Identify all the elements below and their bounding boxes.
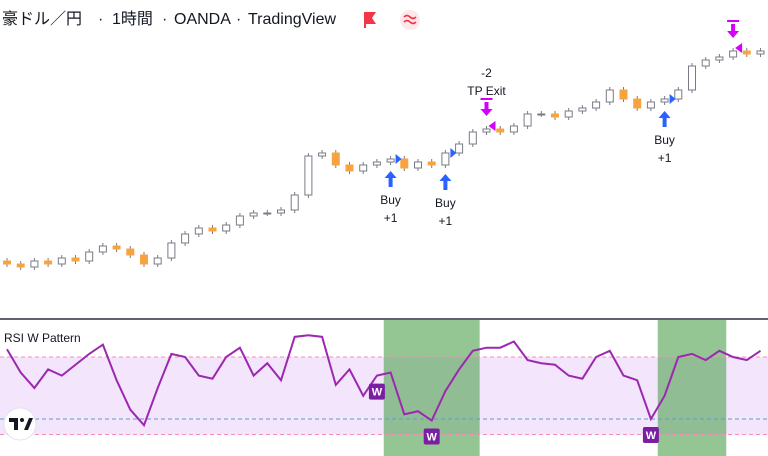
annotation-text: +1 xyxy=(384,211,398,225)
candle-body xyxy=(646,101,655,109)
candle-body xyxy=(318,152,327,157)
interval: 1時間 xyxy=(112,10,153,28)
candle-body xyxy=(551,113,559,118)
candle-body xyxy=(509,125,518,133)
annotation-text: Buy xyxy=(380,193,401,207)
candle-body xyxy=(30,260,39,268)
candle-body xyxy=(85,251,94,262)
candle-body xyxy=(372,161,381,166)
w-marker xyxy=(423,428,440,445)
candle-body xyxy=(468,131,477,145)
candle-body xyxy=(140,254,148,265)
exit-flag xyxy=(488,121,496,131)
candle-body xyxy=(674,89,683,100)
candle-body xyxy=(386,158,395,163)
candle-body xyxy=(688,65,696,91)
candle-body xyxy=(290,194,299,211)
candle-body xyxy=(71,257,80,262)
exit-arrow xyxy=(727,20,740,38)
candle-body xyxy=(16,263,25,268)
candle-body xyxy=(3,260,11,265)
separator: · xyxy=(162,11,167,28)
entry-flag xyxy=(395,154,402,164)
candle-body xyxy=(605,89,614,103)
tv-logo xyxy=(3,407,37,441)
buy-arrow xyxy=(439,174,452,190)
w-marker-label: W xyxy=(427,431,438,443)
buy-arrow xyxy=(384,171,397,187)
candle-body xyxy=(208,227,217,232)
candle-body xyxy=(592,101,601,109)
candle-body xyxy=(98,245,107,253)
annotation-text: TP Exit xyxy=(467,84,506,98)
candle-body xyxy=(249,212,258,217)
candle-body xyxy=(222,224,231,232)
candle-body xyxy=(701,59,710,67)
candle-body xyxy=(619,89,628,100)
exit-flag xyxy=(735,43,743,53)
candle-body xyxy=(660,98,669,103)
flag-icon[interactable] xyxy=(364,12,376,28)
buy-arrow xyxy=(658,111,671,127)
candle-body xyxy=(112,245,121,250)
rsi-line xyxy=(6,334,762,428)
candle-body xyxy=(482,128,491,133)
candle-body xyxy=(194,227,203,235)
indicator-pane: W W W xyxy=(0,320,768,456)
candle-body xyxy=(756,50,765,55)
platform: TradingView xyxy=(248,11,336,28)
entry-flag xyxy=(450,148,457,158)
candle-body xyxy=(235,215,244,226)
symbol: 豪ドル／円 xyxy=(2,9,82,28)
candle-body xyxy=(427,161,436,166)
candle-body xyxy=(633,98,642,109)
candle-body xyxy=(331,152,340,166)
candle-body xyxy=(742,50,751,55)
candle-body xyxy=(181,233,190,244)
candle-body xyxy=(441,152,450,166)
candle-body xyxy=(523,113,532,127)
w-marker xyxy=(642,427,659,443)
annotation-text: Buy xyxy=(435,196,456,210)
candle-body xyxy=(455,143,464,154)
broker: OANDA xyxy=(174,11,231,28)
candle-body xyxy=(564,110,573,118)
indicator-title: RSI W Pattern xyxy=(4,331,81,345)
candle-body xyxy=(537,113,546,116)
candle-body xyxy=(304,155,313,196)
annotation-text: +1 xyxy=(439,214,453,228)
candle-body xyxy=(167,242,176,259)
w-marker xyxy=(368,383,385,400)
candle-body xyxy=(277,209,285,214)
wave-icon-bg[interactable] xyxy=(400,10,420,30)
candle-body xyxy=(578,107,587,112)
candle-body xyxy=(44,260,53,265)
w-marker-label: W xyxy=(372,387,383,399)
annotation-text: -2 xyxy=(481,66,492,80)
entry-flag xyxy=(669,94,676,104)
candle-body xyxy=(126,248,135,256)
candle-body xyxy=(729,50,738,58)
w-marker-label: W xyxy=(646,430,657,442)
candle-body xyxy=(263,212,272,215)
candle-body xyxy=(400,158,409,169)
candle-body xyxy=(496,128,505,133)
candle-body xyxy=(153,257,162,265)
wave-icon xyxy=(403,14,417,25)
candle-body xyxy=(359,164,368,172)
candle-body xyxy=(715,56,724,61)
candle-body xyxy=(414,161,422,169)
annotation-text: +1 xyxy=(658,151,672,165)
separator: · xyxy=(98,11,103,28)
candle-body xyxy=(345,164,354,172)
signal-zone xyxy=(657,320,727,456)
annotation-text: Buy xyxy=(654,133,675,147)
separator: · xyxy=(236,11,241,28)
exit-arrow xyxy=(480,98,493,116)
candle-body xyxy=(57,257,66,265)
